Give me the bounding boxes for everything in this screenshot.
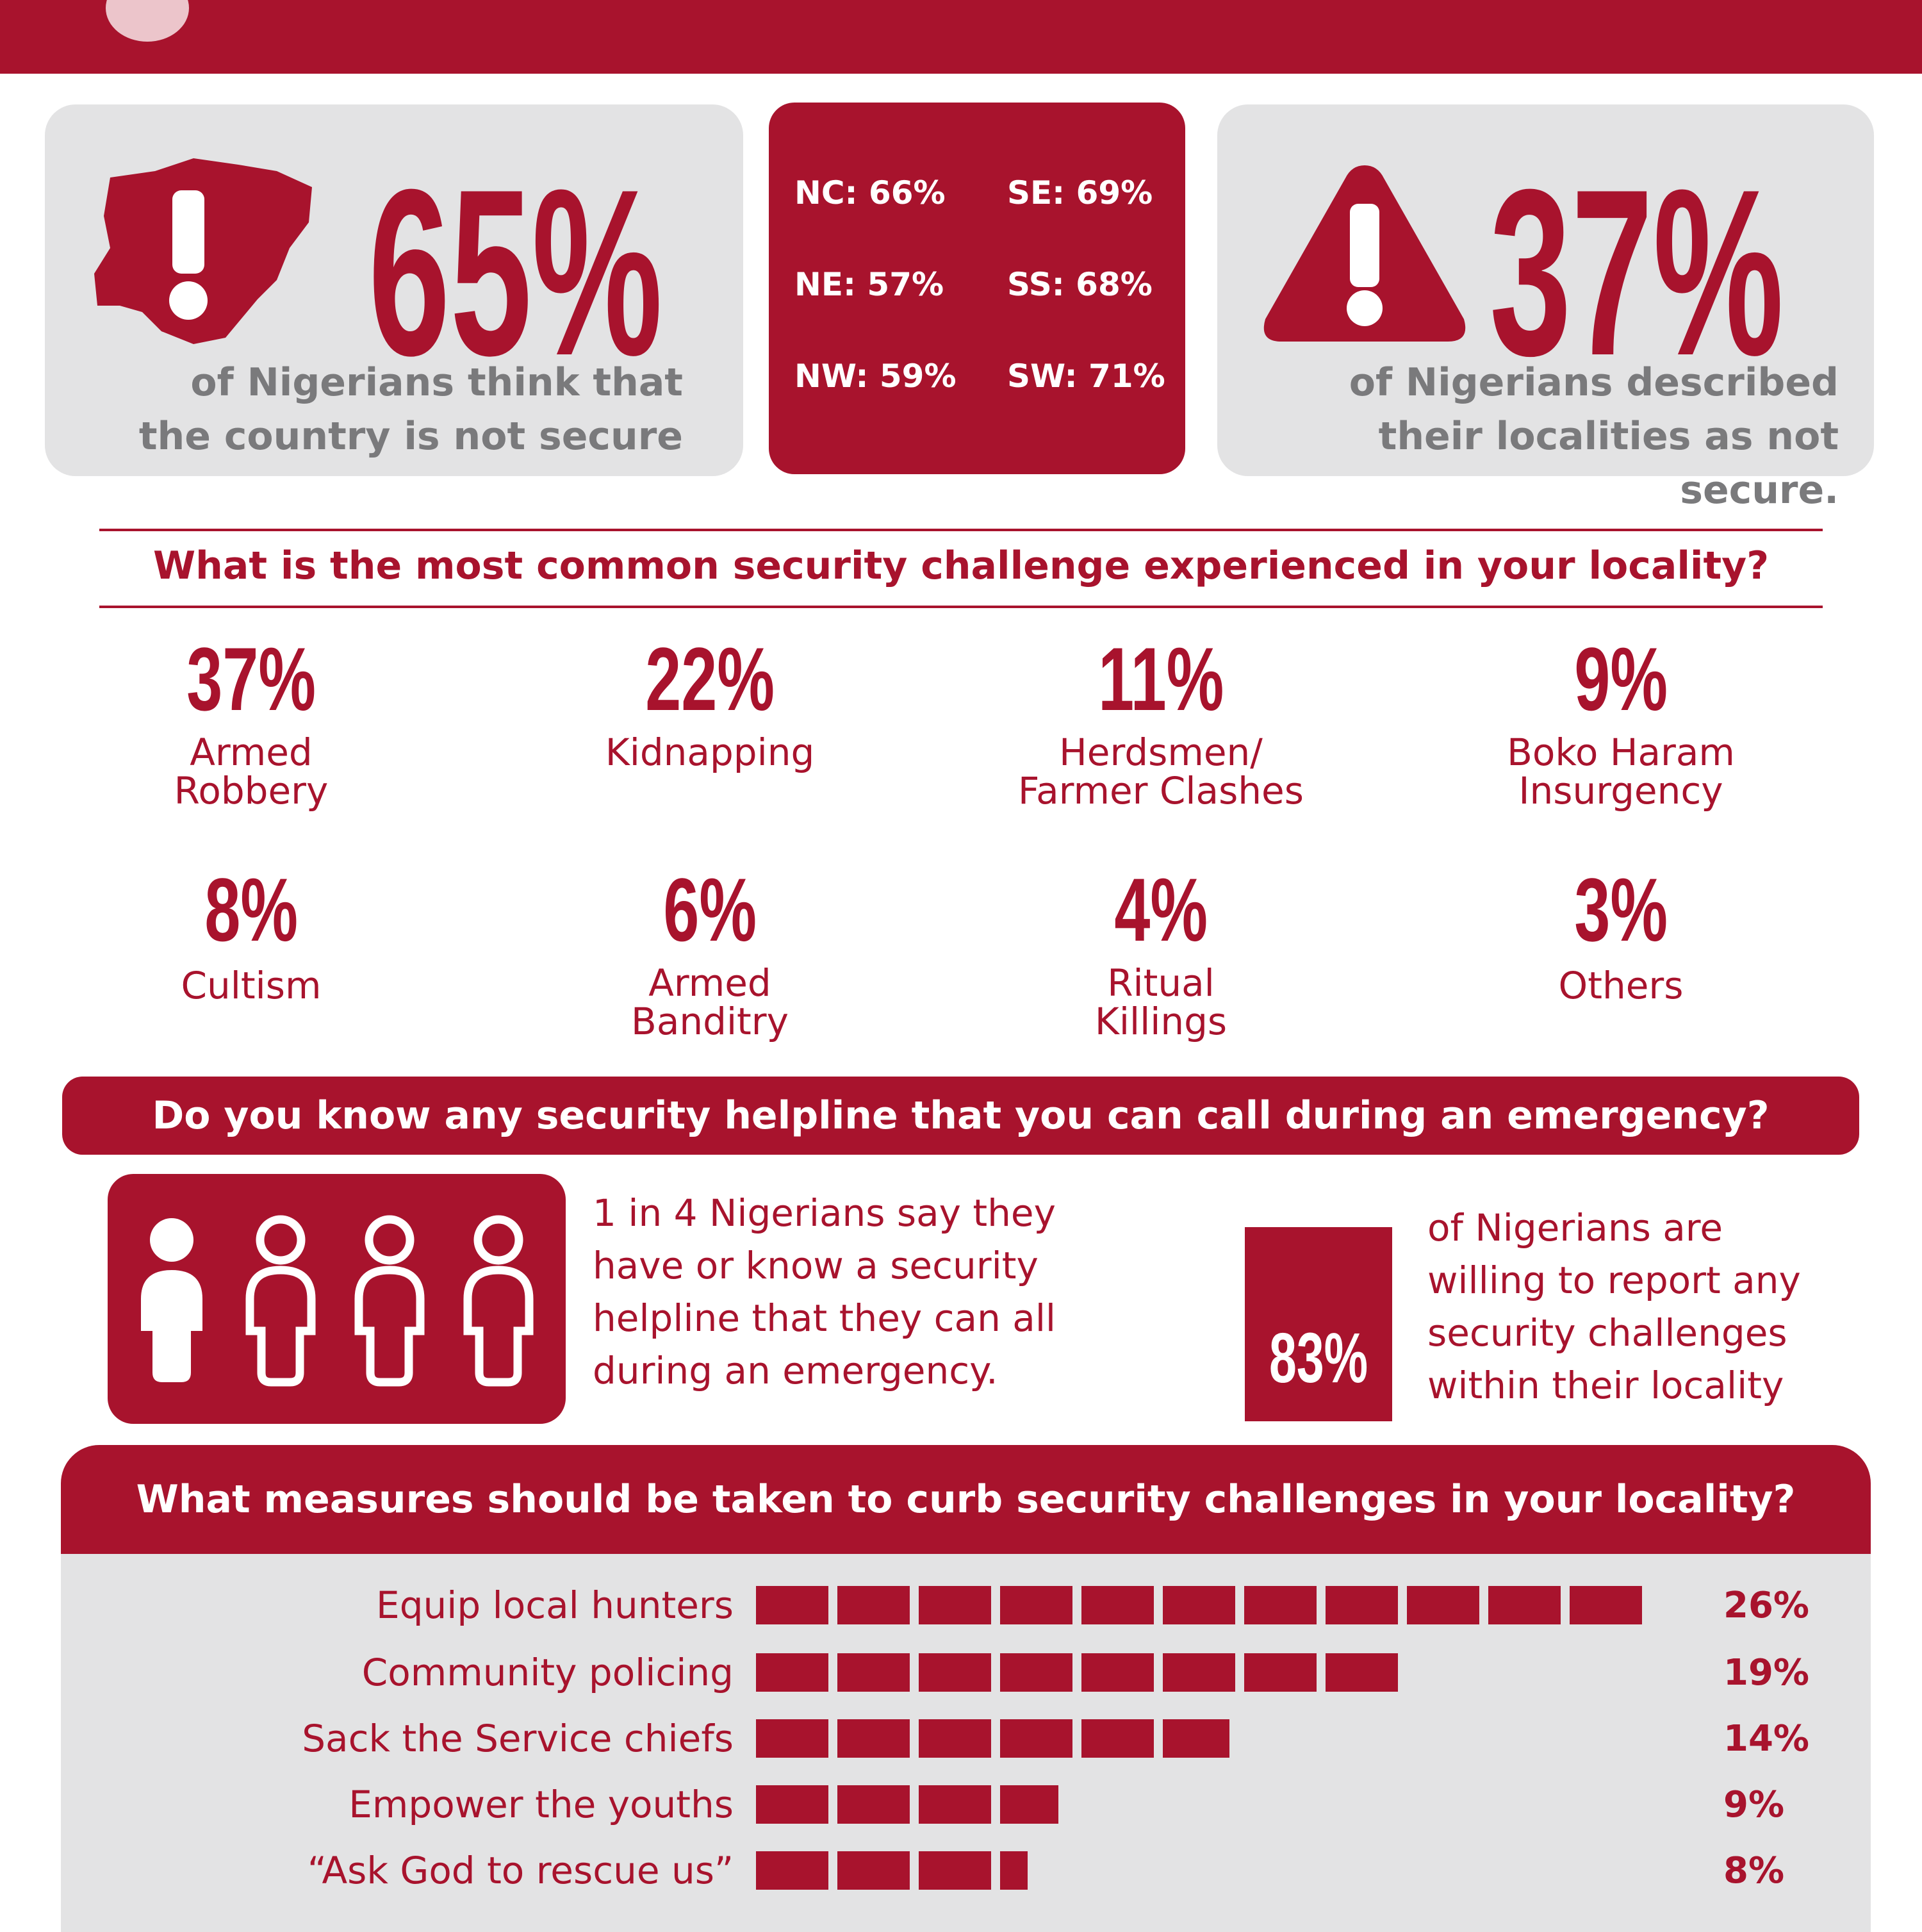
- measures-header: What measures should be taken to curb se…: [61, 1445, 1871, 1554]
- region-sw: SW: 71%: [1007, 358, 1165, 395]
- helpline-text: 1 in 4 Nigerians say they have or know a…: [593, 1191, 1056, 1392]
- divider-top: [99, 529, 1823, 531]
- challenge-percent: 3%: [1574, 859, 1668, 960]
- challenge-label: Cultism: [181, 964, 322, 1007]
- region-ss: SS: 68%: [1007, 266, 1153, 303]
- challenge-label: Armed Robbery: [174, 731, 329, 813]
- challenge-item: 3% Others: [1461, 865, 1781, 1005]
- challenge-label: Ritual Killings: [1094, 961, 1228, 1043]
- report-text: of Nigerians are willing to report any s…: [1427, 1206, 1801, 1407]
- warning-triangle-icon: [1263, 165, 1466, 342]
- challenge-percent: 11%: [1097, 629, 1224, 729]
- measures-panel: What measures should be taken to curb se…: [61, 1445, 1871, 1932]
- report-percent-wrap: 83%: [1245, 1323, 1392, 1394]
- challenge-percent: 9%: [1574, 629, 1668, 729]
- challenge-percent: 4%: [1114, 859, 1208, 960]
- region-se: SE: 69%: [1007, 174, 1153, 211]
- challenge-percent: 22%: [645, 629, 775, 729]
- challenge-percent: 8%: [204, 859, 298, 960]
- report-box: 83%: [1245, 1227, 1392, 1421]
- stat-locality-panel: 37% of Nigerians described their localit…: [1217, 104, 1874, 513]
- helpline-icons-panel: [108, 1174, 566, 1424]
- challenge-item: 37% Armed Robbery: [91, 629, 411, 813]
- people-icon: [141, 1215, 534, 1387]
- region-ne: NE: 57%: [794, 266, 944, 303]
- challenge-item: 22% Kidnapping: [550, 634, 870, 772]
- challenge-label: Herdsmen/ Farmer Clashes: [1018, 731, 1304, 813]
- challenge-label: Armed Banditry: [631, 961, 789, 1043]
- region-nw: NW: 59%: [794, 358, 957, 395]
- challenge-percent: 37%: [186, 629, 316, 729]
- header-bar: [0, 0, 1922, 74]
- stat-country-percent: 65%: [368, 140, 663, 405]
- nigeria-map-alert-icon: [94, 158, 312, 344]
- helpline-question: Do you know any security helpline that y…: [152, 1093, 1770, 1138]
- challenge-label: Others: [1558, 964, 1684, 1007]
- region-nc: NC: 66%: [794, 174, 946, 211]
- challenge-label: Boko Haram Insurgency: [1507, 731, 1735, 813]
- regions-panel: NC: 66% SE: 69% NE: 57% SS: 68% NW: 59% …: [769, 103, 1185, 474]
- challenge-item: 11% Herdsmen/ Farmer Clashes: [1001, 629, 1321, 813]
- challenge-label: Kidnapping: [605, 731, 815, 774]
- stat-country-text: of Nigerians think that the country is n…: [138, 360, 683, 459]
- challenge-percent: 6%: [663, 859, 757, 960]
- challenge-item: 6% Armed Banditry: [550, 865, 870, 1041]
- challenge-item: 9% Boko Haram Insurgency: [1461, 629, 1781, 813]
- measures-question: What measures should be taken to curb se…: [136, 1477, 1796, 1522]
- challenge-question: What is the most common security challen…: [152, 543, 1770, 588]
- stat-locality-text: of Nigerians described their localities …: [1349, 360, 1839, 513]
- stat-locality-percent: 37%: [1490, 140, 1784, 405]
- helpline-banner: Do you know any security helpline that y…: [62, 1077, 1859, 1155]
- report-percent: 83%: [1269, 1319, 1368, 1398]
- stat-country-panel: 65% of Nigerians think that the country …: [45, 104, 743, 476]
- divider-bottom: [99, 606, 1823, 608]
- challenge-item: 8% Cultism: [91, 865, 411, 1005]
- challenge-item: 4% Ritual Killings: [1001, 865, 1321, 1041]
